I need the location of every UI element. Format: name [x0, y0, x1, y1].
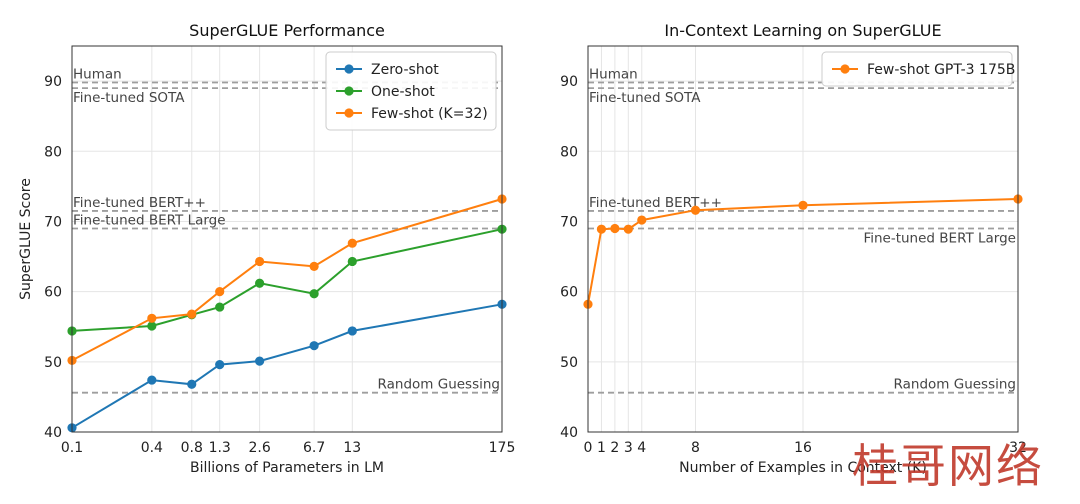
legend-marker — [840, 64, 850, 74]
chart-panel-1: Human Fine-tuned SOTA Fine-tuned BERT++Fin… — [18, 21, 515, 476]
x-tick-label: 0.4 — [141, 440, 163, 456]
chart-title: SuperGLUE Performance — [189, 21, 385, 40]
reference-line-label: Human — [73, 66, 122, 82]
data-point — [347, 238, 357, 248]
data-point — [215, 360, 225, 370]
data-point — [309, 289, 319, 299]
y-tick-label: 60 — [560, 285, 578, 301]
reference-line-label: Fine-tuned BERT++ — [589, 195, 722, 211]
x-tick-label: 6.7 — [303, 440, 325, 456]
legend-marker — [344, 108, 354, 118]
plot-frame — [587, 45, 1019, 433]
data-point — [147, 375, 157, 385]
x-tick-label: 8 — [691, 440, 700, 456]
legend-box — [821, 51, 1013, 87]
data-point — [798, 200, 808, 210]
data-point — [347, 326, 357, 336]
reference-line-label: Random Guessing — [894, 377, 1016, 393]
legend-marker — [344, 86, 354, 96]
y-tick-label: 90 — [44, 74, 62, 90]
x-tick-label: 175 — [489, 440, 516, 456]
x-tick-label: 16 — [794, 440, 812, 456]
series-line — [71, 228, 503, 332]
data-point — [309, 261, 319, 271]
series-line — [71, 303, 503, 429]
data-point — [255, 256, 265, 267]
y-tick-label: 40 — [44, 425, 62, 441]
chart-panel-2: Human Fine-tuned SOTA Fine-tuned BERT++ Fin… — [560, 21, 1027, 476]
series-line — [71, 198, 503, 362]
x-tick-label: 1.3 — [209, 440, 231, 456]
reference-line-label: Fine-tuned BERT Large — [73, 212, 226, 228]
data-point — [690, 205, 701, 215]
legend-entry-label: One-shot — [371, 84, 435, 100]
legend: Few-shot GPT-3 175B — [821, 51, 1015, 87]
y-tick-label: 80 — [44, 144, 62, 160]
data-point — [187, 309, 197, 319]
data-point — [610, 223, 620, 234]
plot-frame — [71, 45, 503, 433]
reference-line-label: Human — [589, 66, 638, 82]
x-tick-label: 32 — [1009, 440, 1027, 456]
data-point — [215, 287, 225, 297]
reference-line-label: Fine-tuned BERT++ — [73, 195, 206, 211]
chart-title: In-Context Learning on SuperGLUE — [664, 21, 941, 40]
x-tick-label: 2.6 — [248, 440, 270, 456]
y-tick-label: 50 — [560, 355, 578, 371]
y-tick-label: 70 — [44, 214, 62, 230]
data-point — [637, 215, 647, 225]
data-point — [347, 256, 357, 267]
legend: Zero-shot One-shot Few-shot (K=32) — [325, 51, 497, 131]
x-tick-label: 0.1 — [61, 440, 83, 456]
data-point — [255, 278, 265, 288]
x-tick-label: 0 — [584, 440, 593, 456]
data-point — [255, 356, 265, 366]
reference-line-label: Fine-tuned SOTA — [589, 90, 701, 106]
y-tick-label: 80 — [560, 144, 578, 160]
y-tick-label: 90 — [560, 74, 578, 90]
x-tick-label: 4 — [637, 440, 646, 456]
data-point — [215, 302, 225, 312]
reference-line-label: Fine-tuned SOTA — [73, 90, 185, 106]
data-point — [187, 379, 197, 389]
y-axis-label: SuperGLUE Score — [18, 178, 34, 300]
legend-box — [325, 51, 497, 131]
x-axis-label: Billions of Parameters in LM — [190, 460, 384, 476]
legend-entry-label: Few-shot GPT-3 175B — [867, 62, 1015, 78]
data-point — [147, 313, 157, 323]
x-tick-label: 13 — [343, 440, 361, 456]
data-point — [596, 224, 607, 234]
x-tick-label: 0.8 — [181, 440, 203, 456]
data-point — [309, 341, 319, 351]
legend-entry-label: Few-shot (K=32) — [371, 106, 488, 122]
y-tick-label: 60 — [44, 285, 62, 301]
x-tick-label: 3 — [624, 440, 633, 456]
reference-line-label: Fine-tuned BERT Large — [863, 230, 1016, 246]
legend-marker — [344, 64, 354, 74]
x-axis-label: Number of Examples in Context (K) — [679, 460, 927, 476]
y-tick-label: 50 — [44, 355, 62, 371]
legend-entry-label: Zero-shot — [371, 62, 439, 78]
y-tick-label: 70 — [560, 214, 578, 230]
watermark-text: 桂哥网络 — [852, 439, 1044, 493]
data-point — [623, 224, 633, 234]
data-point — [147, 321, 157, 331]
x-tick-label: 2 — [610, 440, 619, 456]
x-tick-label: 1 — [597, 440, 606, 456]
reference-line-label: Random Guessing — [378, 377, 500, 393]
y-tick-label: 40 — [560, 425, 578, 441]
